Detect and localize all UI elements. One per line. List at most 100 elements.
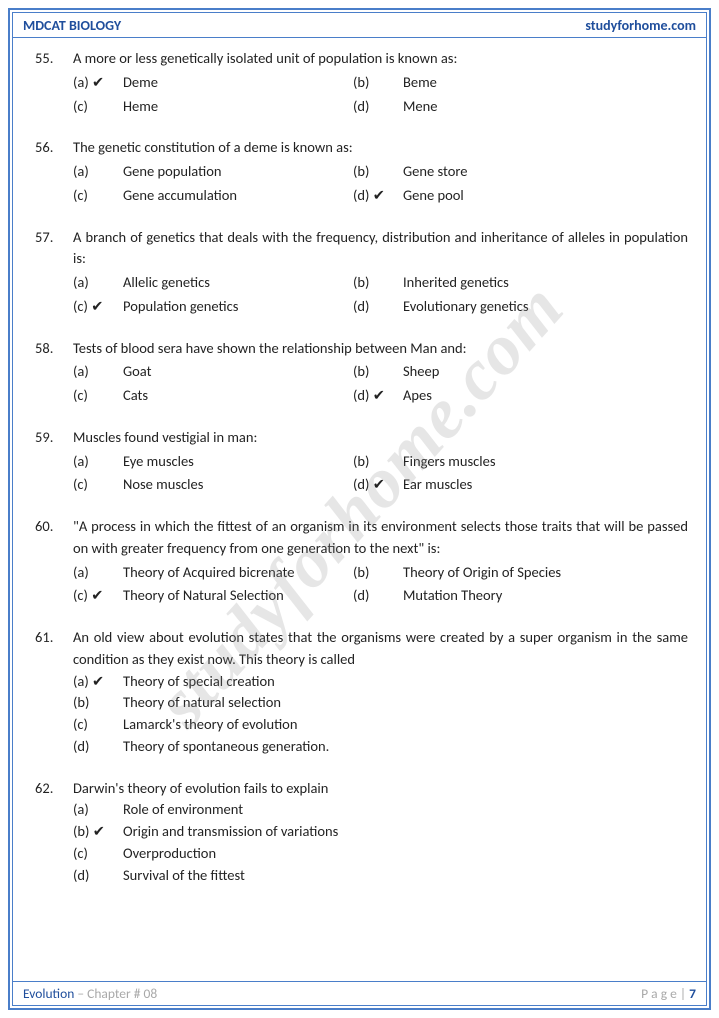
question-text: A branch of genetics that deals with the… xyxy=(73,227,688,271)
option-indent xyxy=(35,361,73,383)
question-row: 59.Muscles found vestigial in man: xyxy=(35,427,688,449)
option-text: Theory of Acquired bicrenate xyxy=(123,562,294,584)
option-indent xyxy=(35,96,73,118)
option: (a)Theory of Acquired bicrenate xyxy=(73,562,353,584)
option: (a)Gene population xyxy=(73,161,353,183)
options-row: (c) ✔Population genetics(d)Evolutionary … xyxy=(35,296,688,318)
option-text: Eye muscles xyxy=(123,451,194,473)
question-number: 60. xyxy=(35,516,73,560)
question-text: A more or less genetically isolated unit… xyxy=(73,48,688,70)
option-text: Sheep xyxy=(403,361,439,383)
question-row: 58.Tests of blood sera have shown the re… xyxy=(35,338,688,360)
option: (c)Gene accumulation xyxy=(73,185,353,207)
option-label: (d) xyxy=(353,585,403,607)
option: (b) ✔Origin and transmission of variatio… xyxy=(73,821,688,843)
option-label: (a) xyxy=(73,451,123,473)
option: (b)Gene store xyxy=(353,161,467,183)
options-row: (a)Theory of Acquired bicrenate(b)Theory… xyxy=(35,562,688,584)
options-row: (c)Cats(d) ✔Apes xyxy=(35,385,688,407)
option-label: (a) ✔ xyxy=(73,671,123,693)
option-text: Evolutionary genetics xyxy=(403,296,529,318)
options-row: (c)Lamarck's theory of evolution xyxy=(35,714,688,736)
options-row: (c)Gene accumulation(d) ✔Gene pool xyxy=(35,185,688,207)
options-wrap: (c)Heme(d)Mene xyxy=(73,96,688,118)
options-row: (d)Survival of the fittest xyxy=(35,865,688,887)
options-wrap: (a)Eye muscles(b)Fingers muscles xyxy=(73,451,688,473)
question-text: Darwin's theory of evolution fails to ex… xyxy=(73,778,688,800)
option-text: Mene xyxy=(403,96,437,118)
option: (d)Survival of the fittest xyxy=(73,865,688,887)
option-label: (c) xyxy=(73,474,123,496)
option-label: (d) xyxy=(73,865,123,887)
option-indent xyxy=(35,296,73,318)
option-label: (a) xyxy=(73,361,123,383)
question-row: 57.A branch of genetics that deals with … xyxy=(35,227,688,271)
option: (c) ✔Theory of Natural Selection xyxy=(73,585,353,607)
option-text: Cats xyxy=(123,385,148,407)
option-indent xyxy=(35,562,73,584)
option-indent xyxy=(35,799,73,821)
option-text: Lamarck's theory of evolution xyxy=(123,714,297,736)
option-text: Gene store xyxy=(403,161,467,183)
option: (d) ✔Gene pool xyxy=(353,185,464,207)
option-text: Ear muscles xyxy=(403,474,472,496)
option: (b)Sheep xyxy=(353,361,439,383)
option-label: (d) xyxy=(353,96,403,118)
option-text: Gene accumulation xyxy=(123,185,237,207)
option-text: Theory of Natural Selection xyxy=(123,585,284,607)
option-text: Theory of natural selection xyxy=(123,692,281,714)
question-text: Muscles found vestigial in man: xyxy=(73,427,688,449)
question-block: 62.Darwin's theory of evolution fails to… xyxy=(35,778,688,887)
option-text: Gene pool xyxy=(403,185,464,207)
option-indent xyxy=(35,736,73,758)
option-label: (c) ✔ xyxy=(73,296,123,318)
footer-chapter: – Chapter # 08 xyxy=(74,985,157,1002)
option-label: (c) xyxy=(73,843,123,865)
page-inner-frame: MDCAT BIOLOGY studyforhome.com studyforh… xyxy=(12,12,707,1006)
option: (b)Beme xyxy=(353,72,437,94)
option-label: (c) ✔ xyxy=(73,585,123,607)
options-row: (a) ✔Theory of special creation xyxy=(35,671,688,693)
footer-left: Evolution – Chapter # 08 xyxy=(23,985,157,1002)
options-row: (a) ✔Deme(b)Beme xyxy=(35,72,688,94)
option-label: (c) xyxy=(73,714,123,736)
options-wrap: (c)Nose muscles(d) ✔Ear muscles xyxy=(73,474,688,496)
options-wrap: (a) ✔Deme(b)Beme xyxy=(73,72,688,94)
option-text: Allelic genetics xyxy=(123,272,210,294)
option: (a) ✔Deme xyxy=(73,72,353,94)
option-label: (b) xyxy=(73,692,123,714)
question-text: An old view about evolution states that … xyxy=(73,627,688,671)
option: (d)Mutation Theory xyxy=(353,585,502,607)
option: (b)Theory of natural selection xyxy=(73,692,688,714)
header-right: studyforhome.com xyxy=(585,17,696,34)
option-text: Theory of Origin of Species xyxy=(403,562,561,584)
option: (c)Cats xyxy=(73,385,353,407)
option-label: (a) ✔ xyxy=(73,72,123,94)
option-text: Gene population xyxy=(123,161,221,183)
options-wrap: (c)Cats(d) ✔Apes xyxy=(73,385,688,407)
options-wrap: (a)Theory of Acquired bicrenate(b)Theory… xyxy=(73,562,688,584)
option-indent xyxy=(35,843,73,865)
question-number: 61. xyxy=(35,627,73,671)
question-number: 56. xyxy=(35,137,73,159)
option: (a) ✔Theory of special creation xyxy=(73,671,688,693)
option-label: (a) xyxy=(73,272,123,294)
footer-page-label: P a g e | xyxy=(641,985,689,1002)
option-text: Nose muscles xyxy=(123,474,203,496)
question-row: 56.The genetic constitution of a deme is… xyxy=(35,137,688,159)
option: (d)Theory of spontaneous generation. xyxy=(73,736,688,758)
option-indent xyxy=(35,692,73,714)
question-text: "A process in which the fittest of an or… xyxy=(73,516,688,560)
option-indent xyxy=(35,474,73,496)
option: (c)Lamarck's theory of evolution xyxy=(73,714,688,736)
option-label: (c) xyxy=(73,96,123,118)
question-block: 55.A more or less genetically isolated u… xyxy=(35,48,688,117)
question-block: 59.Muscles found vestigial in man:(a)Eye… xyxy=(35,427,688,496)
option: (d) ✔Apes xyxy=(353,385,432,407)
option-text: Origin and transmission of variations xyxy=(123,821,338,843)
options-wrap: (a)Gene population(b)Gene store xyxy=(73,161,688,183)
question-number: 58. xyxy=(35,338,73,360)
options-row: (d)Theory of spontaneous generation. xyxy=(35,736,688,758)
option: (c)Overproduction xyxy=(73,843,688,865)
option-indent xyxy=(35,161,73,183)
